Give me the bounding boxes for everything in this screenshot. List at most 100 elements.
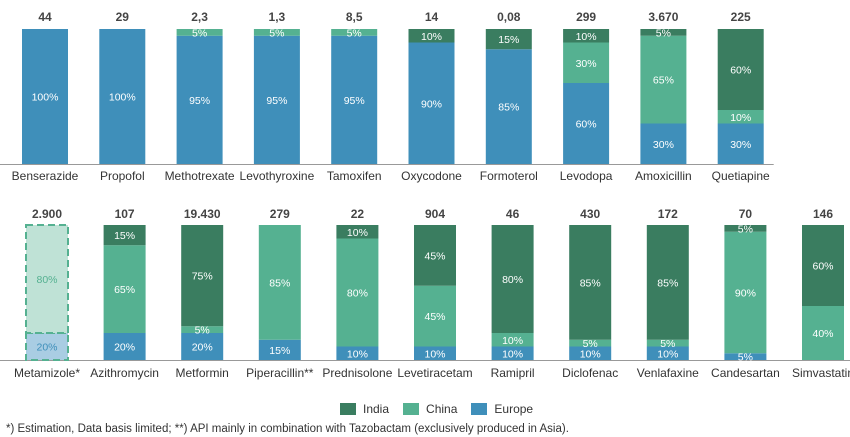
segment-label-europe: 5% — [738, 352, 753, 364]
bar-total-label: 2,3 — [191, 10, 208, 24]
bar-total-label: 3.670 — [648, 10, 678, 24]
bar-segment-europe — [485, 49, 532, 164]
bar-segment-europe — [253, 35, 300, 164]
footnote: *) Estimation, Data basis limited; **) A… — [6, 423, 569, 435]
segment-label-china: 80% — [347, 288, 368, 300]
category-label: Metformin — [176, 366, 229, 380]
category-label: Amoxicillin — [635, 169, 692, 183]
bar-segment-china — [724, 231, 767, 354]
segment-label-india: 80% — [502, 274, 523, 286]
category-label: Tamoxifen — [327, 169, 382, 183]
bar-total-label: 172 — [658, 207, 678, 221]
bar-segment-europe — [258, 339, 301, 360]
bar-total-label: 225 — [731, 10, 751, 24]
segment-label-europe: 100% — [109, 92, 136, 104]
bar-segment-china — [336, 238, 379, 347]
category-label: Ramipril — [491, 366, 535, 380]
segment-label-europe: 95% — [344, 95, 365, 107]
bar-total-label: 19.430 — [184, 207, 221, 221]
segment-label-europe: 10% — [502, 348, 523, 360]
bar-segment-china — [258, 225, 301, 340]
bar-segment-india — [491, 225, 534, 333]
bar-segment-europe — [646, 346, 689, 360]
bar-segment-india — [485, 29, 532, 50]
bar-segment-india — [717, 29, 764, 110]
bar-segment-china — [569, 339, 612, 347]
bar-total-label: 46 — [506, 207, 520, 221]
segment-label-china: 5% — [269, 27, 284, 39]
segment-label-china: 45% — [424, 311, 445, 323]
segment-label-china: 40% — [812, 328, 833, 340]
bar-segment-china — [646, 339, 689, 347]
segment-label-china: 90% — [735, 288, 756, 300]
segment-label-india: 10% — [421, 31, 442, 43]
segment-label-europe: 20% — [192, 342, 213, 354]
segment-label-india: 15% — [498, 34, 519, 46]
bar-segment-europe — [336, 346, 379, 360]
bar-segment-europe — [414, 346, 456, 360]
segment-label-india: 60% — [730, 65, 751, 77]
segment-label-china: 30% — [576, 58, 597, 70]
category-label: Azithromycin — [90, 366, 159, 380]
bar-segment-europe — [181, 333, 224, 360]
segment-label-europe: 20% — [36, 342, 57, 354]
segment-label-india: 5% — [738, 223, 753, 235]
bar-total-label: 29 — [116, 10, 130, 24]
category-label: Levothyroxine — [240, 169, 315, 183]
bar-total-label: 299 — [576, 10, 596, 24]
bar-segment-europe — [640, 123, 687, 164]
bar-segment-india — [640, 29, 687, 36]
category-label: Benserazide — [12, 169, 79, 183]
bar-total-label: 44 — [38, 10, 52, 24]
segment-label-europe: 10% — [347, 348, 368, 360]
segment-label-china: 80% — [36, 274, 57, 286]
bar-segment-china — [563, 42, 610, 83]
category-label: Methotrexate — [165, 169, 235, 183]
bar-segment-india — [569, 225, 612, 340]
bar-segment-europe — [569, 346, 612, 360]
segment-label-europe: 90% — [421, 98, 442, 110]
segment-label-europe: 30% — [730, 139, 751, 151]
segment-label-china: 5% — [192, 27, 207, 39]
segment-label-europe: 30% — [653, 139, 674, 151]
bar-segment-china — [25, 224, 69, 334]
bar-segment-china — [253, 29, 300, 36]
bar-total-label: 2.900 — [32, 207, 62, 221]
bar-segment-europe — [331, 35, 378, 164]
bar-segment-china — [640, 35, 687, 124]
bar-total-label: 14 — [425, 10, 439, 24]
legend-swatch-europe — [471, 403, 488, 415]
segment-label-china: 5% — [583, 338, 598, 350]
bar-segment-europe — [99, 29, 146, 164]
chart-legend: India China Europe — [340, 399, 547, 419]
category-label: Levodopa — [560, 169, 613, 183]
category-label: Quetiapine — [712, 169, 770, 183]
segment-label-india: 5% — [656, 27, 671, 39]
category-label: Venlafaxine — [637, 366, 699, 380]
segment-label-china: 10% — [502, 335, 523, 347]
bar-segment-india — [181, 225, 224, 327]
bar-segment-europe — [103, 333, 146, 360]
bar-segment-india — [563, 29, 610, 43]
bar-segment-india — [414, 225, 456, 286]
bar-segment-india — [724, 225, 767, 232]
bar-segment-india — [103, 225, 146, 246]
bar-segment-india — [336, 225, 379, 239]
category-label: Piperacillin** — [246, 366, 314, 380]
legend-swatch-india — [340, 403, 356, 415]
segment-label-europe: 100% — [32, 92, 59, 104]
bar-segment-europe — [25, 332, 69, 361]
category-label: Candesartan — [711, 366, 780, 380]
legend-label-china: China — [426, 402, 458, 416]
segment-label-india: 85% — [580, 277, 601, 289]
segment-label-europe: 85% — [498, 102, 519, 114]
bar-segment-europe — [491, 346, 534, 360]
bar-segment-china — [491, 333, 534, 347]
bar-segment-india — [408, 29, 455, 43]
bar-segment-europe — [408, 42, 455, 164]
segment-label-china: 5% — [195, 325, 210, 337]
bar-segment-china — [802, 306, 844, 360]
segment-label-europe: 15% — [269, 345, 290, 357]
category-label: Levetiracetam — [397, 366, 472, 380]
